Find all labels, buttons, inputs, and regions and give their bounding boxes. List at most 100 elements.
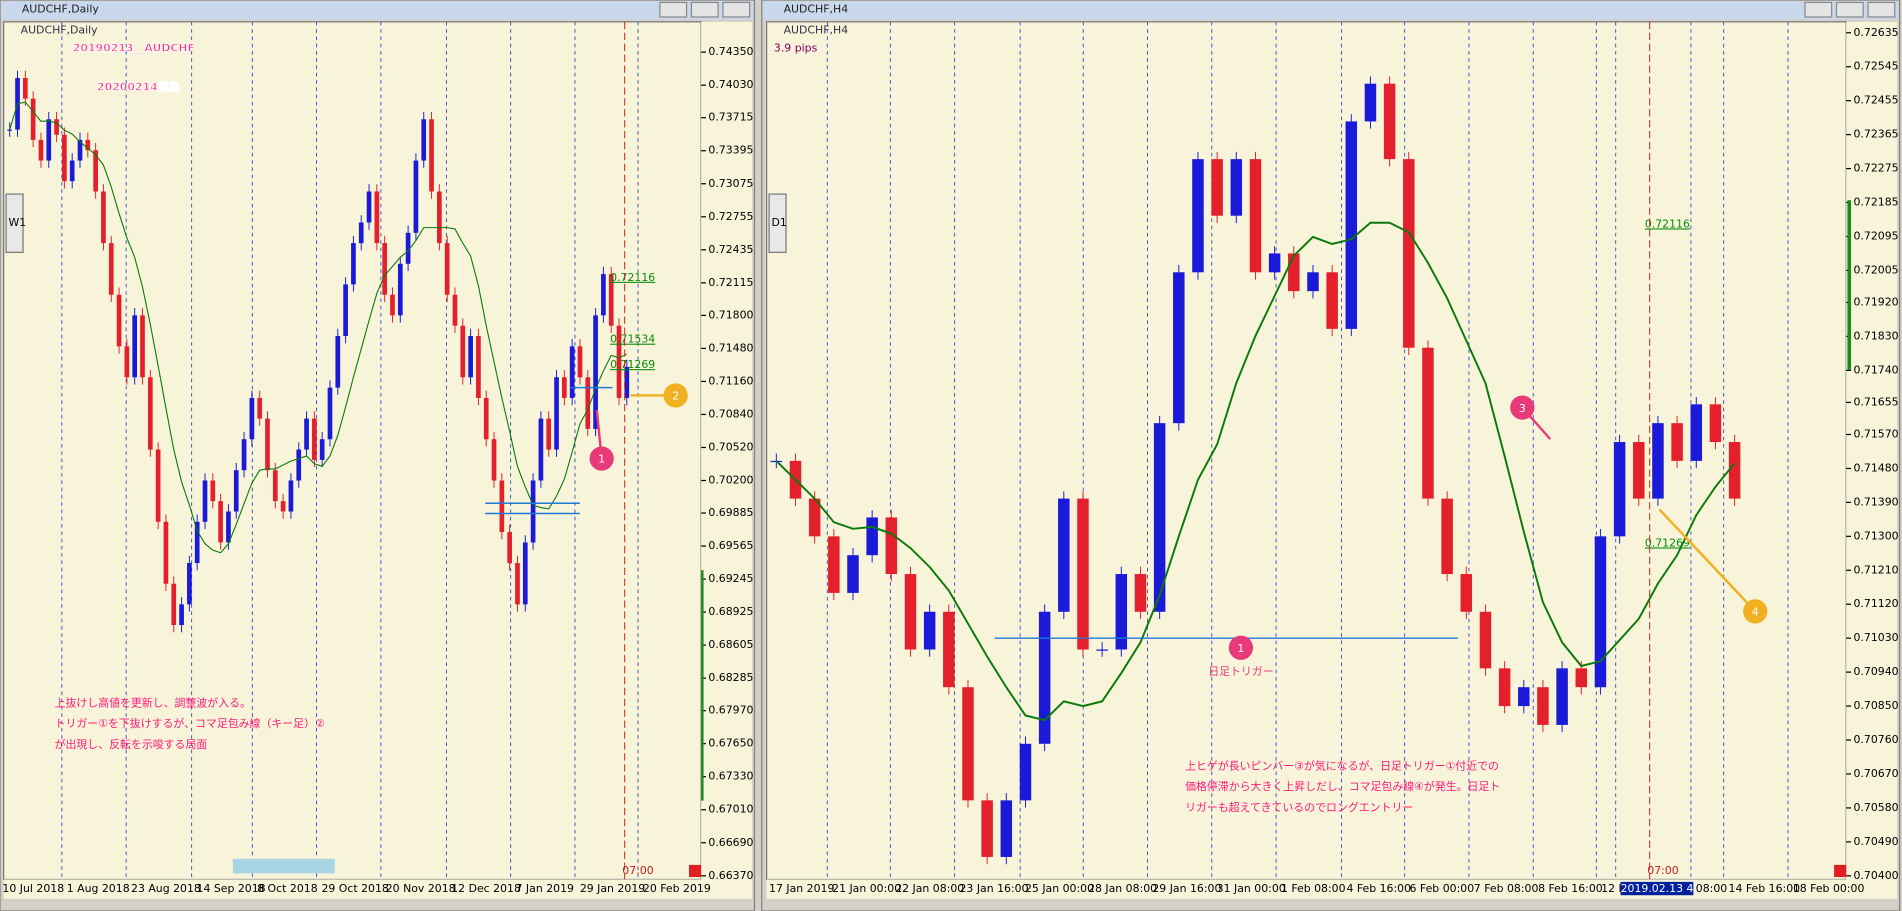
candle: [405, 232, 411, 264]
candle: [468, 336, 473, 378]
price-tick-label: 0.71390: [1853, 495, 1898, 508]
window-title: AUDCHF,Daily: [22, 3, 100, 16]
window-button[interactable]: [1835, 1, 1864, 18]
title-bar: [762, 1, 1899, 20]
price-tick-label: 0.72095: [1853, 229, 1898, 242]
time-label: 14 Feb 16:00: [1729, 882, 1801, 895]
candle: [962, 687, 974, 801]
candle: [194, 521, 200, 564]
chart-label: AUDCHF,Daily: [21, 23, 99, 36]
price-tick-label: 0.72005: [1853, 263, 1898, 276]
candle: [257, 397, 263, 419]
note-line: が出現し、反転を示唆する局面: [55, 737, 208, 751]
candle: [1709, 404, 1722, 443]
candle: [54, 119, 59, 135]
candle: [1594, 536, 1607, 688]
window-button[interactable]: [659, 1, 688, 18]
headline: 3.9 pips: [774, 42, 818, 55]
price-tick-label: 0.66690: [708, 836, 753, 849]
time-label: 31 Jan 00:00: [1217, 882, 1286, 895]
window-button[interactable]: [722, 1, 751, 18]
price-tick-label: 0.72455: [1853, 94, 1898, 107]
corner-button[interactable]: [688, 864, 702, 878]
price-tick-label: 0.72545: [1853, 60, 1898, 73]
candle: [585, 377, 591, 429]
candle: [124, 346, 130, 378]
price-tick-label: 0.70490: [1853, 835, 1898, 848]
candle: [1556, 668, 1568, 725]
marker-label: 2: [672, 390, 679, 403]
price-tick-label: 0.72185: [1853, 196, 1898, 209]
title-bar: [1, 1, 754, 20]
candle: [22, 77, 28, 99]
candle: [296, 449, 302, 481]
price-tick-label: 0.72365: [1853, 128, 1898, 141]
side-scroll[interactable]: [5, 193, 24, 253]
candle: [507, 532, 513, 564]
price-tick-label: 0.71030: [1853, 631, 1898, 644]
candle: [140, 315, 145, 378]
marker: [589, 446, 614, 471]
window-button[interactable]: [1867, 1, 1896, 18]
candle: [1345, 121, 1358, 329]
level-label: 0.71534: [610, 333, 655, 346]
time-marker: 07:00: [622, 864, 653, 877]
price-tick-label: 0.68605: [708, 638, 753, 651]
candle: [1249, 159, 1262, 273]
level-label: 0.72116: [610, 271, 655, 284]
candle: [554, 377, 559, 450]
candle: [530, 480, 536, 543]
candle: [319, 439, 325, 460]
candle: [1173, 272, 1185, 424]
time-label: 1 Feb 08:00: [1281, 882, 1346, 895]
window-button[interactable]: [690, 1, 719, 18]
note-line: 上抜けし高値を更新し、調整波が入る。: [55, 696, 251, 710]
candle: [249, 397, 255, 440]
corner-button[interactable]: [1834, 864, 1847, 878]
candle: [1498, 668, 1511, 707]
time-label: 14 Sep 2018: [197, 882, 266, 895]
candle: [608, 274, 614, 326]
candle: [1479, 611, 1492, 669]
candle: [358, 222, 364, 244]
candle: [1307, 272, 1319, 292]
price-tick-label: 0.74350: [708, 45, 753, 58]
side-scroll[interactable]: [768, 193, 787, 253]
candle: [499, 480, 505, 533]
price-tick-label: 0.69885: [708, 506, 753, 519]
note-line: リガーも超えてきているのでロングエントリー: [1185, 800, 1413, 814]
candle: [327, 387, 333, 440]
price-tick-label: 0.71800: [708, 308, 753, 321]
marker: [1510, 395, 1535, 420]
time-axis: [766, 879, 1898, 899]
candle: [1268, 253, 1281, 273]
candle: [1077, 498, 1089, 650]
candle: [1690, 404, 1703, 461]
level-label: 0.72116: [1645, 217, 1690, 230]
candle: [1288, 253, 1300, 292]
marker: [663, 383, 688, 408]
candle: [187, 563, 192, 605]
candle: [312, 418, 317, 460]
candle: [1058, 498, 1070, 612]
price-tick-label: 0.72635: [1853, 26, 1898, 39]
time-label: 2019.02.13 4:00: [1621, 882, 1711, 895]
time-label: 6 Feb 00:00: [1410, 882, 1475, 895]
candle: [476, 336, 481, 398]
candle: [943, 611, 955, 688]
note-line: 上ヒゲが長いピンバー③が気になるが、日足トリガー①付近での: [1185, 759, 1499, 773]
candle: [1422, 347, 1434, 499]
candle: [108, 243, 114, 295]
time-label: 4 Feb 16:00: [1346, 882, 1411, 895]
window-button[interactable]: [1804, 1, 1833, 18]
price-tick-label: 0.71920: [1853, 295, 1898, 308]
candle: [437, 191, 442, 244]
candle: [1671, 423, 1683, 461]
price-tick-label: 0.74030: [708, 78, 753, 91]
time-label: 23 Jan 16:00: [959, 882, 1028, 895]
candle: [491, 439, 497, 481]
candle: [1633, 442, 1645, 499]
price-tick-label: 0.71570: [1853, 427, 1898, 440]
marker: [1228, 635, 1254, 660]
